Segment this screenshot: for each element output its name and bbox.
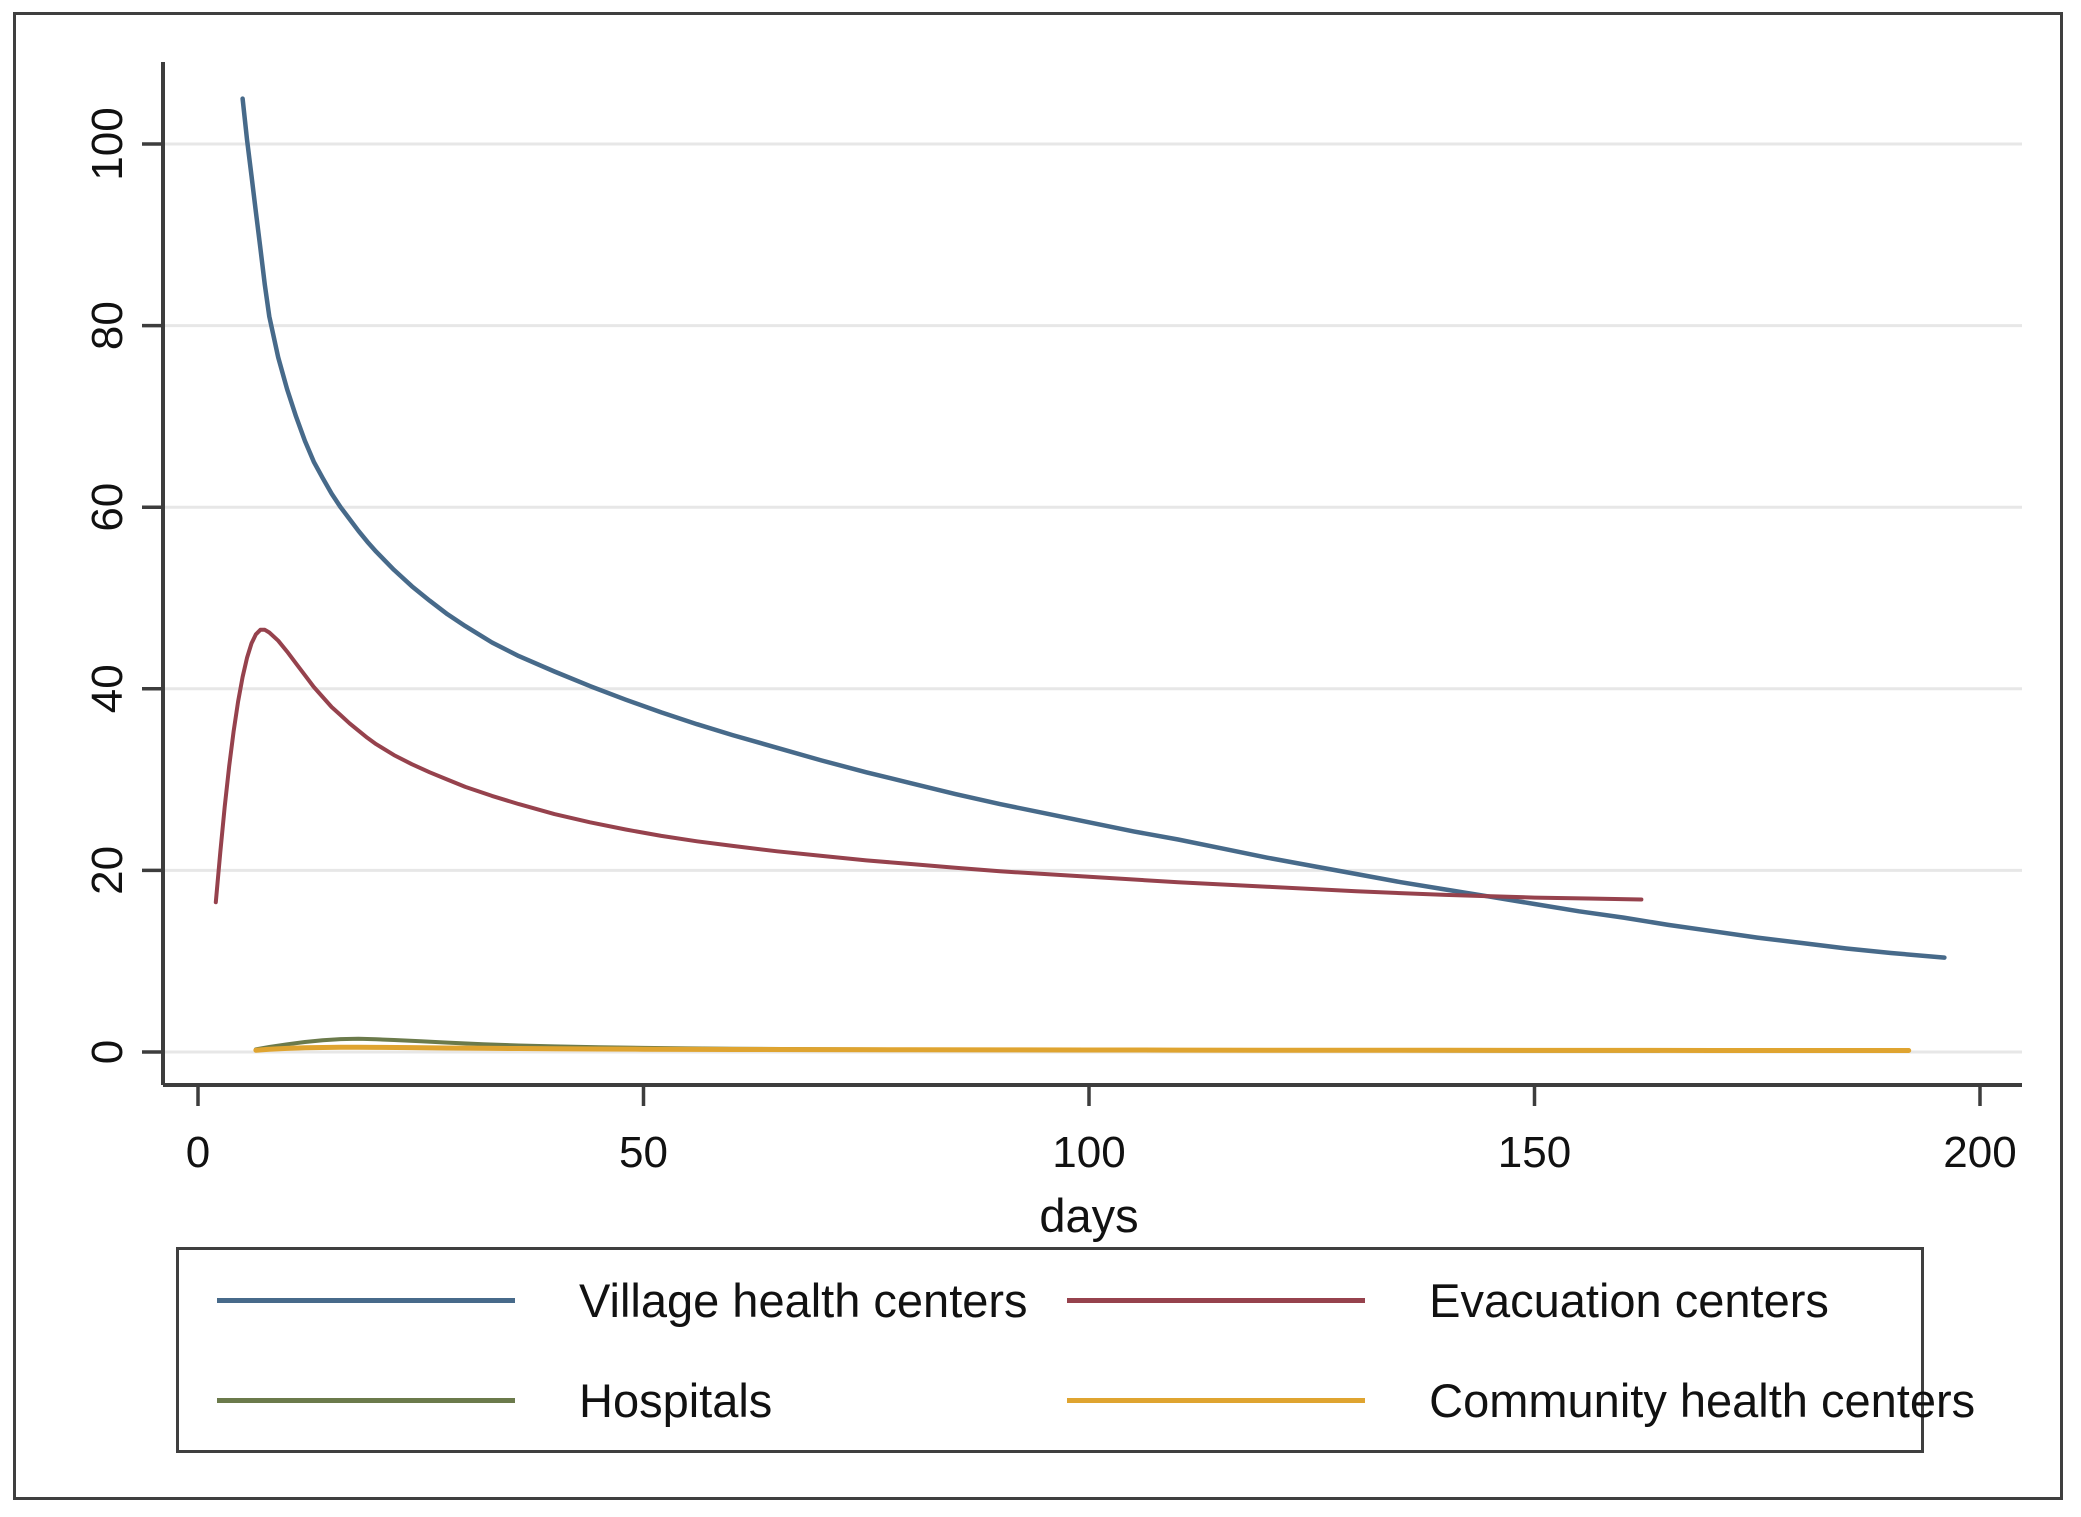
series-line-community-health-centers	[253, 1044, 1912, 1053]
x-tick-label-200: 200	[1943, 1128, 2016, 1177]
legend-item-hospitals: Hospitals	[179, 1373, 1015, 1428]
legend-swatch-evacuation-centers	[1067, 1297, 1366, 1303]
legend-label-hospitals: Hospitals	[579, 1373, 773, 1427]
legend-swatch-community-health-centers	[1067, 1397, 1366, 1403]
y-tick-label-0: 0	[83, 1040, 132, 1064]
legend-label-community-health-centers: Community health centers	[1429, 1373, 1976, 1427]
legend-label-evacuation-centers: Evacuation centers	[1429, 1273, 1829, 1327]
legend-label-village-health-centers: Village health centers	[579, 1273, 1028, 1327]
legend-item-community-health-centers: Community health centers	[1015, 1373, 1975, 1428]
legend-item-evacuation-centers: Evacuation centers	[1015, 1273, 1921, 1328]
x-axis-title: days	[1039, 1189, 1138, 1242]
y-tick-label-40: 40	[83, 664, 132, 713]
x-tick-label-150: 150	[1498, 1128, 1571, 1177]
y-tick-label-20: 20	[83, 846, 132, 895]
legend-swatch-hospitals	[217, 1397, 515, 1403]
y-tick-label-60: 60	[83, 483, 132, 532]
x-tick-label-50: 50	[619, 1128, 668, 1177]
x-tick-label-0: 0	[186, 1128, 210, 1177]
series-line-evacuation-centers	[213, 627, 1644, 905]
x-tick-label-100: 100	[1052, 1128, 1125, 1177]
y-tick-label-100: 100	[83, 107, 132, 180]
legend: Village health centers Evacuation centers…	[176, 1247, 1975, 1453]
series-line-village-health-centers	[240, 96, 1947, 960]
legend-swatch-village-health-centers	[217, 1297, 515, 1303]
legend-item-village-health-centers: Village health centers	[179, 1273, 1028, 1328]
y-tick-label-80: 80	[83, 301, 132, 350]
